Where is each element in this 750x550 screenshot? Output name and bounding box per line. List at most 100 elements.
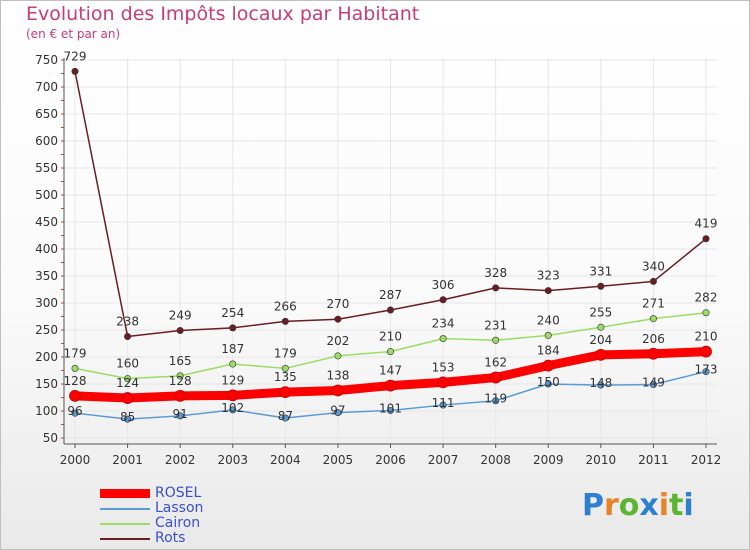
legend-label-rots: Rots xyxy=(155,530,186,546)
data-label-cairon: 179 xyxy=(274,346,297,360)
x-tick-label: 2007 xyxy=(428,453,459,467)
data-label-lasson: 96 xyxy=(67,404,82,418)
data-point-rots xyxy=(176,327,184,335)
data-label-lasson: 101 xyxy=(379,401,402,415)
data-point-rosel xyxy=(226,389,239,402)
data-label-rots: 331 xyxy=(589,264,612,278)
data-label-rots: 266 xyxy=(274,299,297,313)
data-label-lasson: 149 xyxy=(642,376,665,390)
data-point-cairon xyxy=(281,364,289,372)
y-tick-label: 250 xyxy=(35,323,58,337)
data-label-rots: 287 xyxy=(379,288,402,302)
data-point-cairon xyxy=(229,360,237,368)
data-label-rots: 419 xyxy=(695,217,718,231)
legend-item-rots: Rots xyxy=(100,530,260,546)
x-tick-label: 2008 xyxy=(480,453,511,467)
legend-item-rosel: ROSEL xyxy=(100,485,260,501)
data-label-cairon: 282 xyxy=(695,291,718,305)
y-tick-label: 100 xyxy=(35,404,58,418)
data-point-rosel xyxy=(279,386,292,399)
logo-letter: P xyxy=(582,488,604,523)
data-label-lasson: 87 xyxy=(278,409,293,423)
legend-swatch-cairon xyxy=(100,523,150,525)
data-point-cairon xyxy=(439,335,447,343)
data-point-lasson xyxy=(71,409,79,417)
data-point-cairon xyxy=(492,336,500,344)
chart-subtitle: (en € et par an) xyxy=(26,27,121,41)
data-label-rots: 306 xyxy=(432,278,455,292)
data-point-cairon xyxy=(386,348,394,356)
data-point-cairon xyxy=(702,309,710,317)
x-tick-label: 2012 xyxy=(691,453,722,467)
data-point-rots xyxy=(492,284,500,292)
data-point-cairon xyxy=(544,331,552,339)
data-point-lasson xyxy=(386,406,394,414)
data-point-cairon xyxy=(176,372,184,380)
data-point-lasson xyxy=(124,415,132,423)
data-point-lasson xyxy=(492,397,500,405)
data-point-rosel xyxy=(332,384,344,397)
data-label-rosel: 204 xyxy=(589,333,612,347)
data-label-rots: 238 xyxy=(116,314,139,328)
data-label-cairon: 160 xyxy=(116,357,139,371)
logo-letter: t xyxy=(669,488,684,523)
legend-label-rosel: ROSEL xyxy=(155,485,202,501)
data-label-cairon: 179 xyxy=(64,346,87,360)
data-point-rots xyxy=(229,324,237,332)
x-tick-label: 2004 xyxy=(270,453,301,467)
legend-label-lasson: Lasson xyxy=(155,500,204,516)
logo-letter: r xyxy=(604,488,619,523)
y-tick-label: 750 xyxy=(35,53,58,67)
data-label-rosel: 210 xyxy=(695,330,718,344)
data-label-lasson: 150 xyxy=(537,375,560,389)
data-point-rosel xyxy=(542,359,555,372)
data-label-lasson: 173 xyxy=(695,363,718,377)
y-tick-label: 350 xyxy=(35,269,58,283)
logo-letter: o xyxy=(618,488,640,523)
data-point-lasson xyxy=(281,414,289,422)
data-point-cairon xyxy=(124,375,132,383)
legend-item-lasson: Lasson xyxy=(100,500,260,516)
data-label-lasson: 111 xyxy=(432,396,455,410)
data-point-lasson xyxy=(597,381,605,389)
data-point-lasson xyxy=(334,409,342,417)
x-tick-label: 2002 xyxy=(165,453,196,467)
data-label-cairon: 202 xyxy=(326,334,349,348)
data-label-cairon: 165 xyxy=(169,354,192,368)
data-point-rosel xyxy=(489,371,502,384)
data-label-cairon: 234 xyxy=(432,317,455,331)
y-tick-label: 700 xyxy=(35,80,58,94)
data-label-lasson: 85 xyxy=(120,410,135,424)
data-point-rots xyxy=(544,287,552,295)
data-point-lasson xyxy=(229,406,237,414)
data-label-lasson: 97 xyxy=(330,404,345,418)
data-label-rosel: 206 xyxy=(642,332,665,346)
data-label-rosel: 153 xyxy=(432,360,455,374)
legend-swatch-rosel xyxy=(100,489,150,498)
data-label-rots: 254 xyxy=(221,306,244,320)
logo-letter: i xyxy=(683,488,694,523)
data-label-lasson: 119 xyxy=(484,392,507,406)
data-point-rosel xyxy=(121,392,134,404)
x-tick-label: 2010 xyxy=(586,453,617,467)
data-point-rosel xyxy=(437,376,449,389)
data-point-cairon xyxy=(597,323,605,331)
proxiti-logo: Proxiti xyxy=(582,488,694,523)
data-label-cairon: 187 xyxy=(221,342,244,356)
data-label-rosel: 135 xyxy=(274,370,297,384)
logo-letter: i xyxy=(658,488,670,523)
data-point-rosel xyxy=(174,389,187,402)
data-label-lasson: 91 xyxy=(173,407,188,421)
legend-swatch-rots xyxy=(100,538,150,540)
data-point-rots xyxy=(649,277,657,285)
y-tick-label: 600 xyxy=(35,134,58,148)
chart-title: Evolution des Impôts locaux par Habitant xyxy=(26,3,420,25)
data-point-rots xyxy=(71,67,79,75)
data-label-rosel: 162 xyxy=(484,356,507,370)
data-point-cairon xyxy=(649,315,657,323)
x-tick-label: 2005 xyxy=(323,453,354,467)
data-label-rots: 328 xyxy=(484,266,507,280)
y-tick-label: 550 xyxy=(35,161,58,175)
y-tick-label: 400 xyxy=(35,242,58,256)
